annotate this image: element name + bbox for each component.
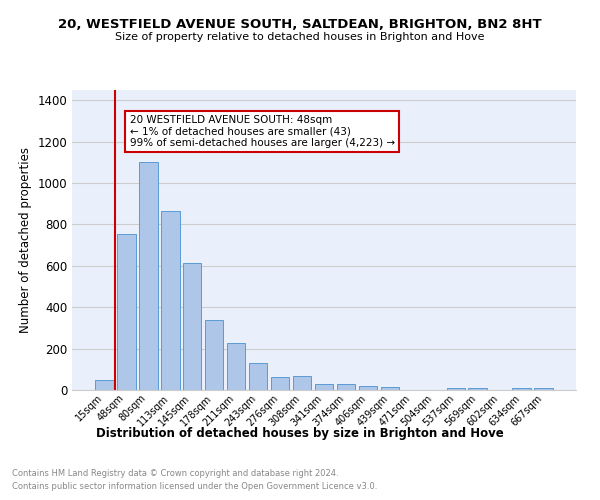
Text: 20 WESTFIELD AVENUE SOUTH: 48sqm
← 1% of detached houses are smaller (43)
99% of: 20 WESTFIELD AVENUE SOUTH: 48sqm ← 1% of… <box>130 115 395 148</box>
Bar <box>249 363 268 390</box>
Bar <box>337 384 355 390</box>
Bar <box>227 343 245 390</box>
Bar <box>161 211 179 390</box>
Bar <box>293 376 311 390</box>
Bar <box>535 388 553 390</box>
Bar <box>380 387 399 390</box>
Bar <box>314 384 334 390</box>
Bar <box>446 388 465 390</box>
Text: Contains public sector information licensed under the Open Government Licence v3: Contains public sector information licen… <box>12 482 377 491</box>
Text: Distribution of detached houses by size in Brighton and Hove: Distribution of detached houses by size … <box>96 428 504 440</box>
Text: Contains HM Land Registry data © Crown copyright and database right 2024.: Contains HM Land Registry data © Crown c… <box>12 468 338 477</box>
Bar <box>183 264 202 390</box>
Text: 20, WESTFIELD AVENUE SOUTH, SALTDEAN, BRIGHTON, BN2 8HT: 20, WESTFIELD AVENUE SOUTH, SALTDEAN, BR… <box>58 18 542 30</box>
Bar <box>359 386 377 390</box>
Bar <box>139 162 158 390</box>
Bar <box>271 376 289 390</box>
Bar <box>95 380 113 390</box>
Y-axis label: Number of detached properties: Number of detached properties <box>19 147 32 333</box>
Bar <box>205 320 223 390</box>
Text: Size of property relative to detached houses in Brighton and Hove: Size of property relative to detached ho… <box>115 32 485 42</box>
Bar <box>512 388 531 390</box>
Bar <box>117 234 136 390</box>
Bar <box>469 388 487 390</box>
